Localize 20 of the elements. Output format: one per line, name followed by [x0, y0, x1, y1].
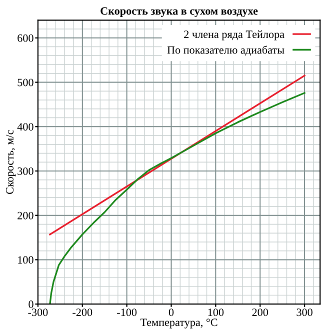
y-axis-title: Скорость, м/с	[6, 130, 16, 194]
x-tick-label: -100	[117, 308, 137, 316]
y-tick-label: 0	[28, 300, 34, 308]
x-tick-label: 200	[252, 308, 268, 316]
x-axis-title: Температура, °C	[140, 318, 218, 328]
y-tick-label: 500	[18, 78, 34, 86]
y-tick-label: 300	[18, 167, 34, 175]
y-tick-label: 200	[18, 212, 34, 220]
x-tick-label: 0	[168, 308, 174, 316]
chart-title: Скорость звука в сухом воздухе	[100, 7, 258, 17]
x-tick-label: -200	[72, 308, 92, 316]
x-tick-label: 100	[208, 308, 224, 316]
legend-label: По показателю адиабаты	[167, 46, 284, 56]
x-tick-label: 300	[296, 308, 312, 316]
y-tick-label: 400	[17, 123, 34, 131]
x-tick-label: -300	[28, 308, 48, 316]
legend-label: 2 члена ряда Тейлора	[184, 30, 284, 40]
line-series	[49, 92, 306, 304]
y-tick-label: 600	[18, 34, 34, 42]
y-tick-label: 100	[18, 256, 34, 264]
